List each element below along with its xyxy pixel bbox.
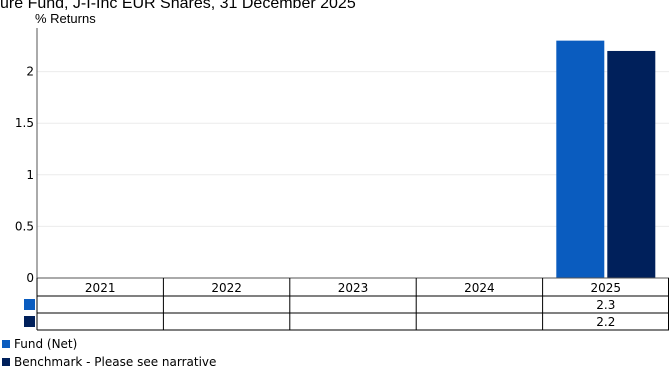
bar-benchmark-please-see-narrative-2025: [607, 50, 656, 279]
y-ticks: 0 0.5 1 1.5 2: [15, 65, 34, 285]
x-tick-label: 2024: [464, 281, 495, 295]
y-tick-label: 2: [26, 65, 34, 79]
chart-title: ure Fund, J-I-Inc EUR Shares, 31 Decembe…: [0, 0, 356, 12]
legend-label: Fund (Net): [14, 337, 77, 351]
bars: [556, 40, 656, 279]
y-tick-label: 0: [26, 271, 34, 285]
y-tick-label: 0.5: [15, 219, 34, 233]
y-tick-label: 1: [26, 168, 34, 182]
legend-label: Benchmark - Please see narrative: [14, 355, 216, 369]
x-ticks: 2021 2022 2023 2024 2025: [85, 281, 621, 295]
axes: [36, 28, 669, 279]
x-tick-label: 2025: [591, 281, 622, 295]
table-row-swatch: [24, 299, 35, 310]
bar-fund-net--2025: [556, 40, 605, 278]
y-axis-label: % Returns: [35, 11, 96, 26]
legend-swatch: [2, 358, 10, 366]
legend: Fund (Net) Benchmark - Please see narrati…: [2, 337, 216, 369]
x-tick-label: 2022: [211, 281, 242, 295]
table-row-swatch: [24, 316, 35, 327]
x-tick-label: 2021: [85, 281, 116, 295]
table-cell-value: 2.3: [596, 298, 615, 312]
x-tick-label: 2023: [338, 281, 369, 295]
legend-swatch: [2, 340, 10, 348]
y-tick-label: 1.5: [15, 116, 34, 130]
table-cell-value: 2.2: [596, 315, 615, 329]
